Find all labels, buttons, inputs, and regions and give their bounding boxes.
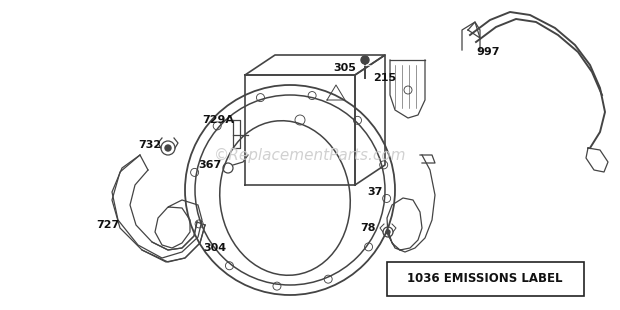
Text: 727: 727 xyxy=(96,220,120,230)
Circle shape xyxy=(165,145,171,151)
Text: 729A: 729A xyxy=(202,115,234,125)
Text: 1036 EMISSIONS LABEL: 1036 EMISSIONS LABEL xyxy=(407,272,563,286)
Text: 997: 997 xyxy=(476,47,500,57)
Text: 367: 367 xyxy=(198,160,221,170)
Text: 215: 215 xyxy=(373,73,397,83)
Text: ©ReplacementParts.com: ©ReplacementParts.com xyxy=(214,148,406,162)
Text: 304: 304 xyxy=(203,243,226,253)
Circle shape xyxy=(386,230,390,234)
Text: 305: 305 xyxy=(334,63,356,73)
Text: 37: 37 xyxy=(367,187,383,197)
Circle shape xyxy=(361,56,369,64)
Text: 78: 78 xyxy=(360,223,376,233)
Text: 732: 732 xyxy=(138,140,162,150)
